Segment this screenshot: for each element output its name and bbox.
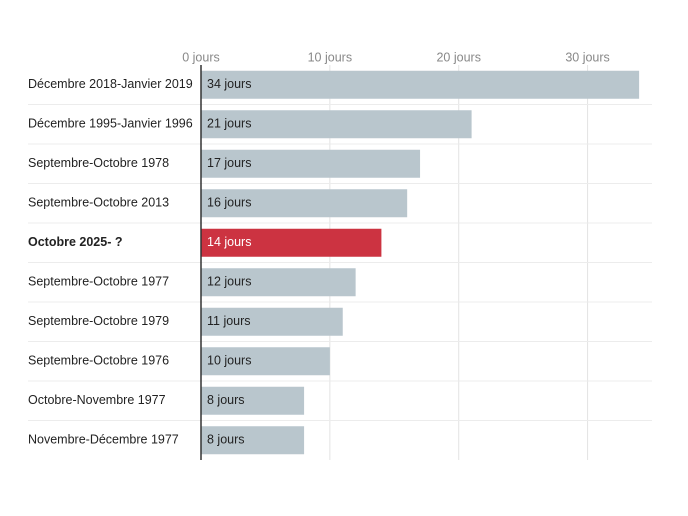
value-label: 11 jours <box>207 314 251 328</box>
bar <box>201 110 472 139</box>
category-label: Décembre 1995-Janvier 1996 <box>28 117 193 131</box>
value-label: 34 jours <box>207 77 251 91</box>
value-label: 8 jours <box>207 433 245 447</box>
bar <box>201 268 356 297</box>
category-label: Septembre-Octobre 1978 <box>28 156 169 170</box>
value-label: 12 jours <box>207 275 251 289</box>
x-tick-label: 0 jours <box>182 50 220 64</box>
bar <box>201 386 305 415</box>
category-label: Octobre 2025- ? <box>28 235 122 249</box>
bar <box>201 347 330 376</box>
category-label: Septembre-Octobre 1977 <box>28 275 169 289</box>
value-label: 16 jours <box>207 196 251 210</box>
bar <box>201 426 305 455</box>
category-label: Septembre-Octobre 1976 <box>28 354 169 368</box>
bar <box>201 70 640 99</box>
x-tick-label: 20 jours <box>436 50 480 64</box>
category-label: Septembre-Octobre 1979 <box>28 314 169 328</box>
value-label: 8 jours <box>207 393 245 407</box>
category-label: Septembre-Octobre 2013 <box>28 196 169 210</box>
category-label: Décembre 2018-Janvier 2019 <box>28 77 193 91</box>
category-label: Novembre-Décembre 1977 <box>28 433 179 447</box>
x-tick-label: 30 jours <box>565 50 609 64</box>
bar <box>201 189 408 218</box>
value-label: 21 jours <box>207 117 251 131</box>
x-tick-label: 10 jours <box>308 50 352 64</box>
category-label: Octobre-Novembre 1977 <box>28 393 166 407</box>
value-label: 14 jours <box>207 235 251 249</box>
value-label: 17 jours <box>207 156 251 170</box>
bar <box>201 307 343 336</box>
value-label: 10 jours <box>207 354 251 368</box>
bar <box>201 149 421 178</box>
bar <box>201 228 382 257</box>
